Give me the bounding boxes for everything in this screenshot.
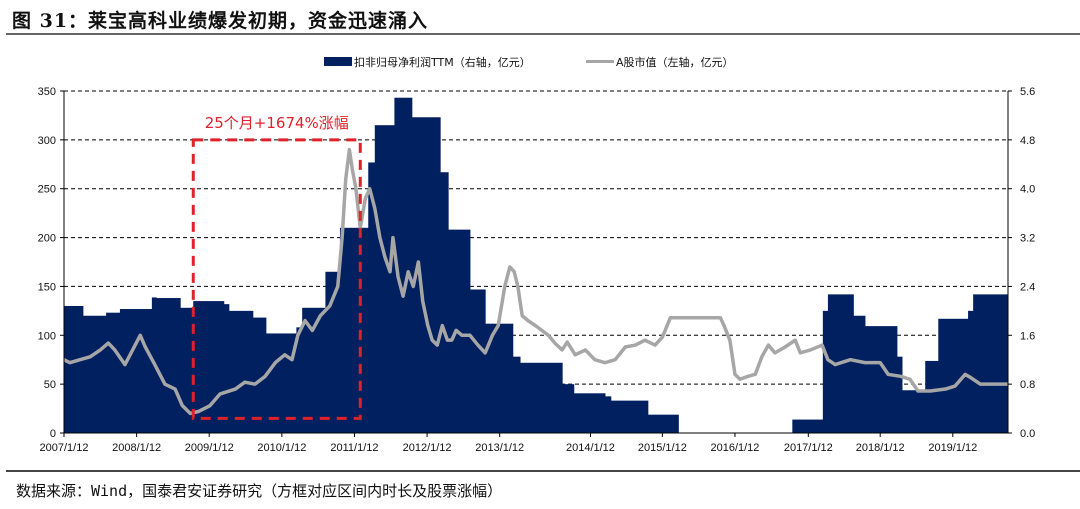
bar — [973, 294, 1009, 433]
y-right-tick-label: 4.0 — [1020, 184, 1035, 196]
y-left-tick-label: 150 — [38, 281, 56, 293]
bar — [325, 271, 341, 433]
bar — [562, 384, 575, 433]
bar — [302, 307, 326, 433]
legend-label-bars: 扣非归母净利润TTM（右轴，亿元） — [354, 55, 531, 69]
bar — [520, 362, 563, 433]
bar — [64, 305, 84, 433]
bar — [604, 396, 612, 433]
y-left-tick-label: 100 — [38, 330, 56, 342]
x-tick-label: 2016/1/12 — [710, 442, 759, 454]
annotation-label: 25个月+1674%涨幅 — [205, 114, 349, 132]
bar — [573, 393, 606, 433]
x-tick-label: 2011/1/12 — [330, 442, 378, 454]
bar — [610, 400, 649, 433]
bar — [156, 298, 181, 433]
legend-swatch-bars — [324, 57, 352, 66]
bar — [901, 390, 926, 433]
bar — [440, 172, 449, 433]
bar — [512, 356, 521, 433]
bar — [792, 419, 824, 433]
legend-label-line: A股市值（左轴，亿元） — [616, 55, 734, 69]
bar — [180, 307, 194, 433]
market-cap-line — [63, 147, 1008, 416]
x-tick-label: 2015/1/12 — [638, 442, 687, 454]
y-left-tick-label: 300 — [38, 135, 56, 147]
bar — [296, 327, 303, 433]
x-tick-label: 2013/1/12 — [475, 442, 524, 454]
bar — [925, 360, 939, 433]
bar-series — [64, 97, 1009, 434]
bar — [469, 289, 486, 433]
axes: 0 50 100 150 200 250 300 350 0.0 0.8 1.6 2.4 3.2 4.0 4… — [38, 86, 1036, 454]
annotation-dashed-box — [191, 138, 362, 420]
x-tick-label: 2012/1/12 — [403, 442, 452, 454]
bar — [228, 310, 254, 433]
bar — [106, 312, 121, 433]
bar — [896, 356, 903, 433]
x-tick-label: 2018/1/12 — [856, 442, 905, 454]
x-tick-label: 2007/1/12 — [40, 442, 89, 454]
bar — [339, 227, 369, 433]
line-series — [63, 147, 1008, 416]
bar — [853, 315, 866, 433]
bar — [82, 315, 107, 433]
bar — [647, 414, 679, 433]
bar — [252, 317, 267, 433]
legend: 扣非归母净利润TTM（右轴，亿元） A股市值（左轴，亿元） — [324, 55, 734, 69]
y-left-tick-label: 0 — [50, 428, 56, 440]
bar — [968, 310, 974, 433]
source-note: 数据来源：Wind，国泰君安证券研究（方框对应区间内时长及股票涨幅） — [16, 482, 503, 500]
y-right-tick-label: 5.6 — [1020, 86, 1035, 98]
bar — [864, 326, 898, 433]
y-right-tick-label: 3.2 — [1020, 233, 1035, 245]
bar — [368, 162, 376, 434]
x-tick-label: 2017/1/12 — [784, 442, 833, 454]
x-tick-label: 2010/1/12 — [257, 442, 306, 454]
y-right-tick-label: 0.0 — [1020, 428, 1035, 440]
x-tick-label: 2008/1/12 — [112, 442, 161, 454]
bar — [119, 309, 153, 433]
y-right-tick-label: 1.6 — [1020, 330, 1035, 342]
footer-divider — [6, 470, 1080, 472]
bar — [394, 97, 413, 433]
y-right-tick-label: 4.8 — [1020, 135, 1035, 147]
bar — [223, 304, 230, 433]
y-left-tick-label: 350 — [38, 86, 56, 98]
x-tick-label: 2019/1/12 — [928, 442, 977, 454]
title-divider — [6, 33, 1080, 35]
y-left-tick-label: 50 — [44, 379, 56, 391]
bar — [822, 310, 829, 433]
y-left-tick-label: 200 — [38, 233, 56, 245]
annotation: 25个月+1674%涨幅 — [191, 114, 362, 420]
bar — [374, 125, 395, 433]
y-left-tick-label: 250 — [38, 184, 56, 196]
bar — [265, 333, 297, 433]
figure-title: 图 31：莱宝高科业绩爆发初期，资金迅速涌入 — [12, 10, 429, 32]
legend-swatch-line — [586, 60, 614, 63]
x-tick-label: 2014/1/12 — [566, 442, 615, 454]
x-tick-label: 2009/1/12 — [185, 442, 234, 454]
y-right-tick-label: 0.8 — [1020, 379, 1035, 391]
y-right-tick-label: 2.4 — [1020, 281, 1035, 293]
